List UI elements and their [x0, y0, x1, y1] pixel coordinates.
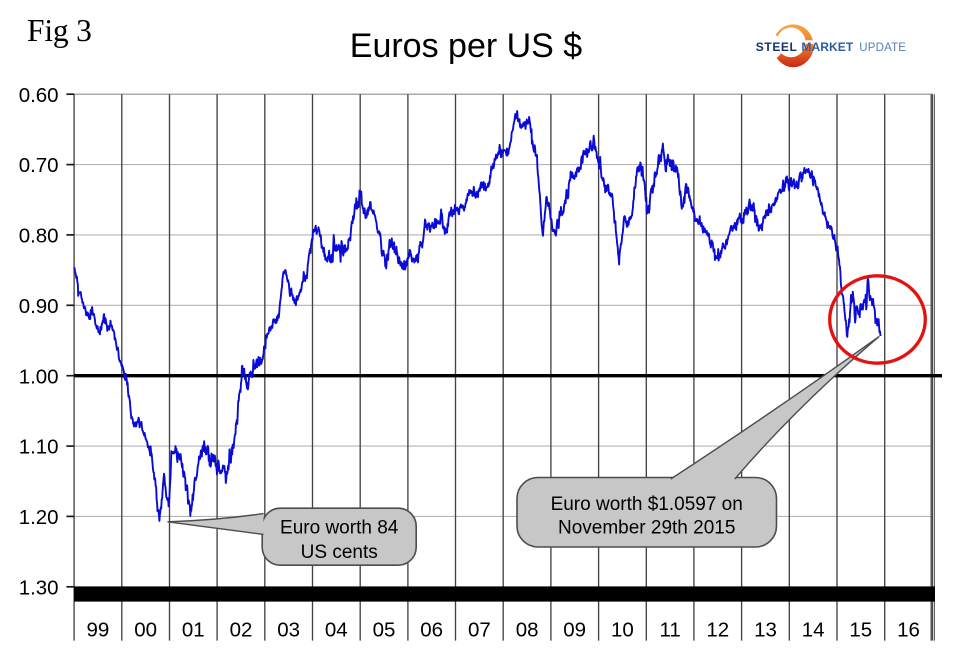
svg-text:08: 08 — [516, 619, 539, 642]
svg-text:05: 05 — [373, 619, 396, 642]
svg-text:15: 15 — [849, 619, 872, 642]
svg-text:MARKET: MARKET — [801, 40, 853, 54]
svg-text:1.20: 1.20 — [19, 506, 59, 529]
svg-text:13: 13 — [754, 619, 777, 642]
svg-text:01: 01 — [182, 619, 205, 642]
svg-text:0.70: 0.70 — [19, 154, 59, 177]
svg-text:US cents: US cents — [301, 542, 378, 563]
svg-text:1.10: 1.10 — [19, 436, 59, 459]
svg-text:1.30: 1.30 — [19, 576, 59, 599]
svg-text:06: 06 — [420, 619, 443, 642]
svg-text:00: 00 — [134, 619, 157, 642]
svg-text:Euro worth 84: Euro worth 84 — [280, 518, 399, 539]
svg-text:02: 02 — [230, 619, 253, 642]
svg-text:STEEL: STEEL — [756, 40, 798, 54]
svg-text:November 29th 2015: November 29th 2015 — [558, 517, 735, 538]
svg-text:04: 04 — [325, 619, 348, 642]
svg-text:12: 12 — [706, 619, 729, 642]
svg-text:11: 11 — [659, 619, 680, 642]
svg-text:03: 03 — [277, 619, 300, 642]
svg-text:99: 99 — [86, 619, 109, 642]
svg-text:1.00: 1.00 — [19, 365, 59, 388]
svg-text:0.60: 0.60 — [19, 84, 59, 107]
svg-text:0.80: 0.80 — [19, 225, 59, 248]
svg-text:0.90: 0.90 — [19, 295, 59, 318]
svg-text:10: 10 — [611, 619, 634, 642]
svg-text:UPDATE: UPDATE — [859, 42, 906, 54]
svg-text:16: 16 — [897, 619, 920, 642]
svg-text:07: 07 — [468, 619, 491, 642]
svg-text:09: 09 — [563, 619, 586, 642]
svg-text:Euro worth $1.0597 on: Euro worth $1.0597 on — [551, 494, 743, 515]
svg-text:14: 14 — [802, 619, 825, 642]
